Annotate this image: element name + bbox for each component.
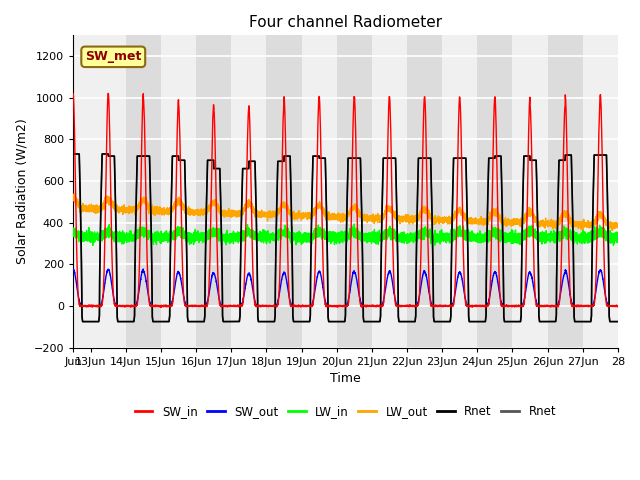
SW_in xyxy=(104,91,112,96)
Bar xyxy=(477,36,513,348)
LW_in xyxy=(351,221,358,227)
Rnet xyxy=(255,318,262,324)
Text: SW_met: SW_met xyxy=(85,50,141,63)
Bar xyxy=(73,36,91,348)
Bar xyxy=(301,36,337,348)
Rnet xyxy=(483,247,491,253)
Bar xyxy=(372,36,407,348)
Bar xyxy=(513,36,548,348)
Rnet xyxy=(591,152,599,158)
Legend: SW_in, SW_out, LW_in, LW_out, Rnet, Rnet: SW_in, SW_out, LW_in, LW_out, Rnet, Rnet xyxy=(130,400,561,423)
Bar xyxy=(442,36,477,348)
SW_in xyxy=(468,303,476,309)
Rnet xyxy=(591,152,599,158)
Bar xyxy=(91,36,126,348)
Rnet xyxy=(468,319,476,324)
Rnet xyxy=(69,151,77,157)
Line: SW_out: SW_out xyxy=(73,269,618,307)
Rnet xyxy=(483,247,491,253)
SW_in xyxy=(584,304,592,310)
SW_out xyxy=(584,303,592,309)
Bar xyxy=(548,36,583,348)
Bar xyxy=(126,36,161,348)
LW_out xyxy=(69,194,77,200)
LW_out xyxy=(591,217,599,223)
SW_in xyxy=(483,304,491,310)
SW_out xyxy=(591,293,599,299)
LW_out xyxy=(468,218,476,224)
Line: LW_out: LW_out xyxy=(73,193,618,230)
Rnet xyxy=(614,319,621,324)
LW_in xyxy=(327,235,335,240)
Bar xyxy=(583,36,618,348)
Rnet xyxy=(79,319,86,324)
SW_in xyxy=(69,91,77,96)
SW_in xyxy=(327,303,335,309)
LW_in xyxy=(89,242,97,248)
LW_out xyxy=(255,211,262,217)
SW_in xyxy=(468,304,476,310)
Line: Rnet: Rnet xyxy=(73,154,618,322)
LW_in xyxy=(69,228,77,234)
LW_out xyxy=(327,212,335,217)
Rnet xyxy=(327,319,335,324)
LW_out xyxy=(609,228,616,233)
Title: Four channel Radiometer: Four channel Radiometer xyxy=(249,15,442,30)
Line: LW_in: LW_in xyxy=(73,224,618,245)
LW_in xyxy=(468,231,476,237)
SW_out xyxy=(140,266,147,272)
LW_out xyxy=(614,223,621,228)
Bar xyxy=(231,36,266,348)
Line: Rnet: Rnet xyxy=(73,154,618,322)
SW_out xyxy=(255,303,262,309)
Rnet xyxy=(584,319,592,324)
Rnet xyxy=(468,319,476,324)
SW_in xyxy=(255,303,262,309)
LW_out xyxy=(584,223,592,229)
SW_out xyxy=(69,266,77,272)
Rnet xyxy=(327,319,335,324)
Y-axis label: Solar Radiation (W/m2): Solar Radiation (W/m2) xyxy=(15,119,28,264)
Bar xyxy=(266,36,301,348)
Bar xyxy=(337,36,372,348)
Rnet xyxy=(584,319,592,324)
LW_in xyxy=(584,238,592,243)
LW_in xyxy=(483,234,491,240)
Rnet xyxy=(79,319,86,324)
SW_out xyxy=(327,303,335,309)
Bar xyxy=(196,36,231,348)
Rnet xyxy=(255,318,262,324)
LW_in xyxy=(255,235,262,241)
Line: SW_in: SW_in xyxy=(73,94,618,307)
LW_in xyxy=(591,232,599,238)
Bar xyxy=(407,36,442,348)
LW_in xyxy=(614,238,621,244)
SW_in xyxy=(591,293,599,299)
SW_out xyxy=(614,303,621,309)
LW_out xyxy=(71,191,79,196)
SW_out xyxy=(483,303,491,309)
SW_in xyxy=(614,303,621,309)
SW_out xyxy=(297,304,305,310)
LW_out xyxy=(483,218,491,224)
SW_out xyxy=(468,303,476,309)
Rnet xyxy=(614,319,621,324)
Bar xyxy=(161,36,196,348)
X-axis label: Time: Time xyxy=(330,372,361,385)
Rnet xyxy=(69,151,77,157)
